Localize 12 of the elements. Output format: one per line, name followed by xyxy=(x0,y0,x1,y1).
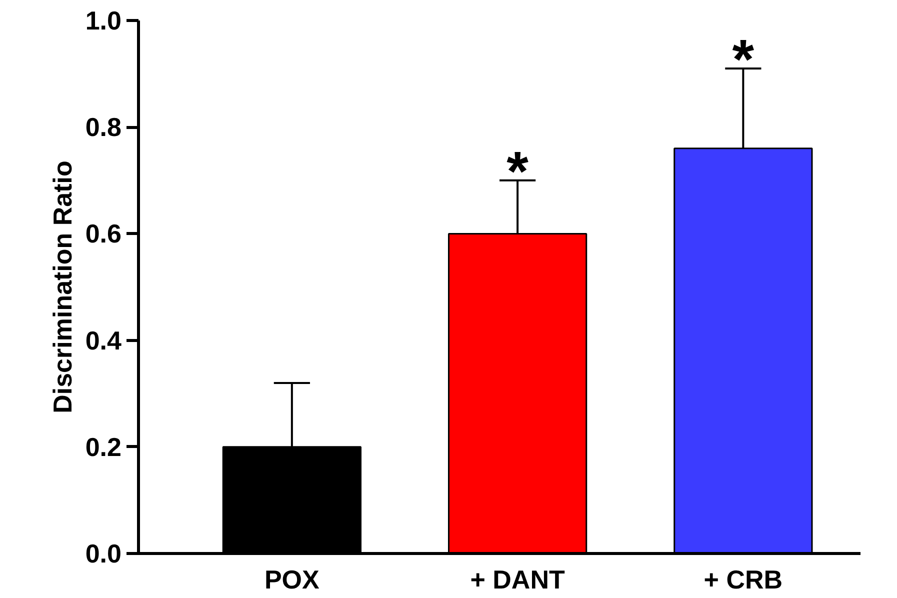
annotation: * xyxy=(732,27,754,90)
x-tick-label: POX xyxy=(264,564,320,594)
y-tick-label: 0.0 xyxy=(85,538,122,568)
y-tick-label: 1.0 xyxy=(85,6,122,36)
x-tick-label: + CRB xyxy=(704,564,783,594)
y-tick-label: 0.4 xyxy=(85,325,122,356)
x-tick-label: + DANT xyxy=(470,564,565,594)
y-axis-title: Discrimination Ratio xyxy=(47,160,78,414)
y-tick-label: 0.2 xyxy=(85,432,122,462)
annotation: * xyxy=(506,139,529,202)
y-tick-label: 0.6 xyxy=(85,218,122,249)
y-tick-label: 0.8 xyxy=(85,112,122,142)
